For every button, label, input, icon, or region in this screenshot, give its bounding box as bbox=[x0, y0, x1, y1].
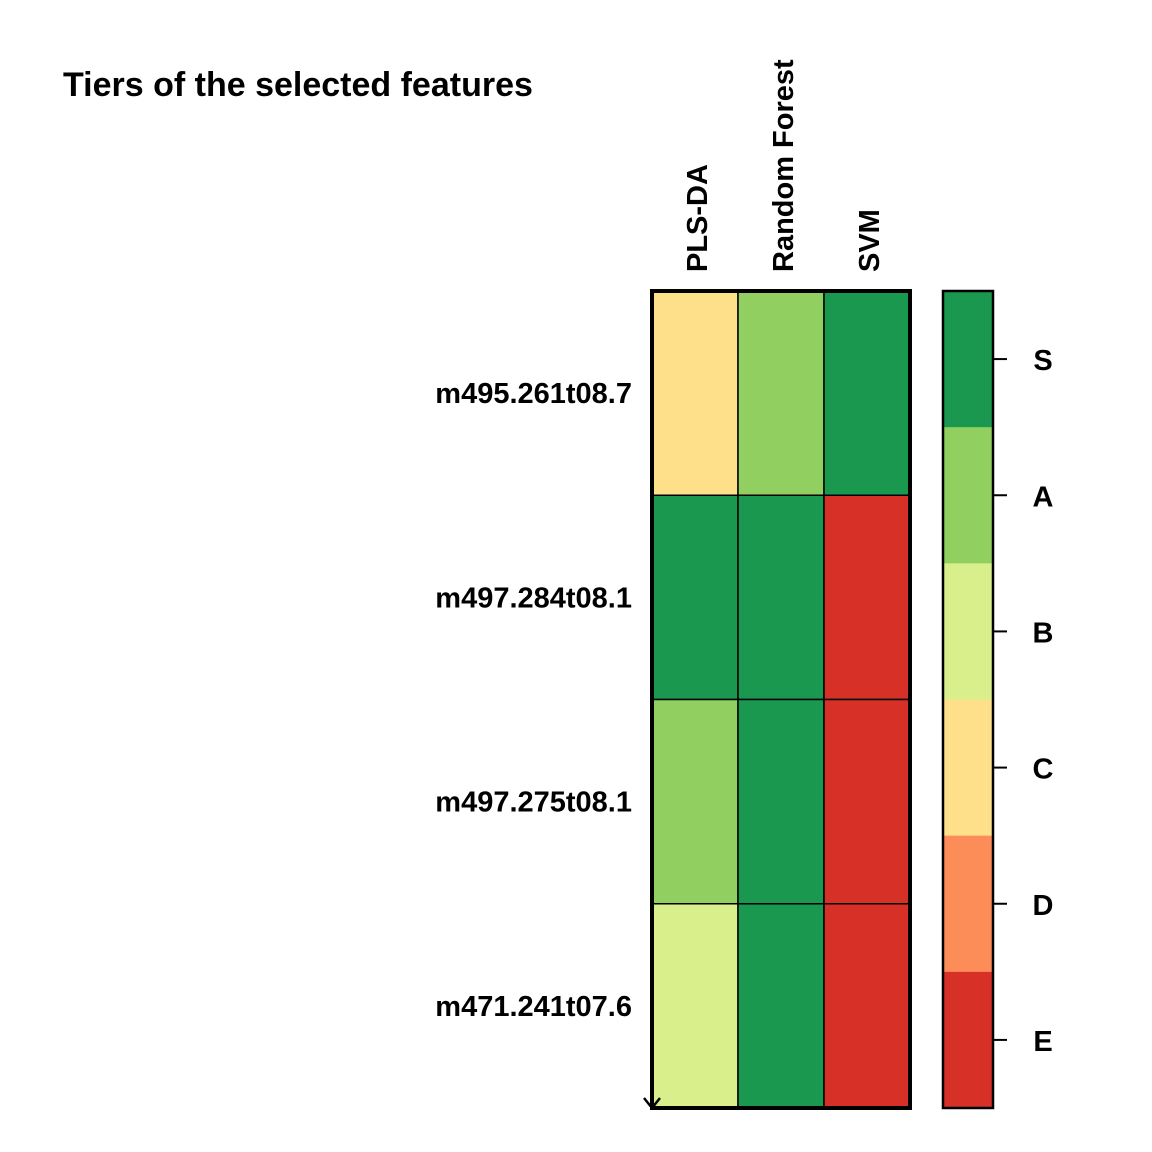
column-label: PLS-DA bbox=[682, 164, 714, 272]
tier-legend: S A B C D E bbox=[941, 289, 1054, 1110]
legend-label: A bbox=[1033, 481, 1054, 513]
row-label: m495.261t08.7 bbox=[435, 378, 632, 410]
heatmap-cells bbox=[651, 290, 911, 1109]
heatmap-border bbox=[650, 289, 912, 1110]
row-label: m497.275t08.1 bbox=[435, 787, 632, 819]
legend-swatch bbox=[943, 291, 993, 428]
heatmap-cell bbox=[823, 903, 911, 1109]
legend-swatch bbox=[943, 699, 993, 837]
legend-label: C bbox=[1033, 754, 1054, 786]
heatmap-cell bbox=[651, 494, 739, 701]
heatmap-cell bbox=[823, 290, 911, 496]
legend-label: B bbox=[1033, 617, 1054, 649]
legend-border bbox=[941, 289, 995, 1110]
row-labels: m495.261t08.7 m497.284t08.1 m497.275t08.1 m… bbox=[435, 378, 632, 1023]
heatmap-cell bbox=[737, 903, 825, 1109]
heatmap-cell bbox=[651, 698, 739, 905]
heatmap-cell bbox=[651, 290, 739, 496]
heatmap-cell bbox=[737, 290, 825, 496]
heatmap-cell bbox=[737, 494, 825, 701]
legend-label: D bbox=[1033, 890, 1054, 922]
chart-title: Tiers of the selected features bbox=[63, 66, 533, 104]
row-label: m471.241t07.6 bbox=[435, 991, 632, 1023]
row-label: m497.284t08.1 bbox=[435, 582, 632, 614]
down-arrow-icon bbox=[643, 1097, 661, 1111]
legend-swatch bbox=[943, 971, 993, 1109]
legend-swatch bbox=[943, 563, 993, 700]
legend-label: E bbox=[1033, 1026, 1052, 1058]
column-label: Random Forest bbox=[768, 59, 800, 272]
heatmap-cell bbox=[737, 698, 825, 905]
column-label: SVM bbox=[854, 209, 886, 272]
legend-swatch bbox=[943, 835, 993, 973]
heatmap-cell bbox=[823, 494, 911, 701]
column-labels: PLS-DA Random Forest SVM bbox=[682, 59, 886, 272]
legend-label: S bbox=[1033, 345, 1052, 377]
legend-swatch bbox=[943, 427, 993, 564]
heatmap-cell bbox=[823, 698, 911, 905]
heatmap-cell bbox=[651, 903, 739, 1109]
